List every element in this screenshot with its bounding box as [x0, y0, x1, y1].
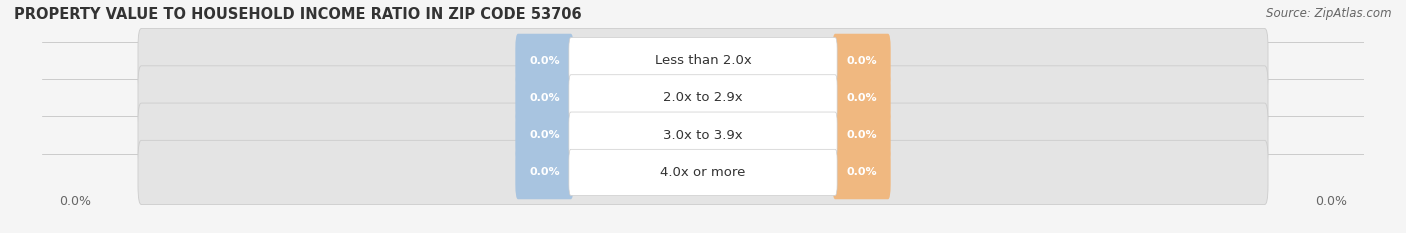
FancyBboxPatch shape — [138, 103, 1268, 167]
FancyBboxPatch shape — [138, 28, 1268, 93]
FancyBboxPatch shape — [138, 140, 1268, 205]
FancyBboxPatch shape — [516, 34, 574, 87]
FancyBboxPatch shape — [569, 75, 837, 121]
FancyBboxPatch shape — [516, 71, 574, 125]
Text: PROPERTY VALUE TO HOUSEHOLD INCOME RATIO IN ZIP CODE 53706: PROPERTY VALUE TO HOUSEHOLD INCOME RATIO… — [14, 7, 582, 22]
FancyBboxPatch shape — [832, 71, 890, 125]
FancyBboxPatch shape — [569, 112, 837, 158]
FancyBboxPatch shape — [569, 38, 837, 84]
Text: 0.0%: 0.0% — [846, 130, 877, 140]
Text: 0.0%: 0.0% — [529, 93, 560, 103]
FancyBboxPatch shape — [138, 66, 1268, 130]
FancyBboxPatch shape — [569, 149, 837, 195]
Text: 0.0%: 0.0% — [846, 56, 877, 65]
FancyBboxPatch shape — [832, 108, 890, 162]
FancyBboxPatch shape — [516, 146, 574, 199]
FancyBboxPatch shape — [832, 34, 890, 87]
Text: 0.0%: 0.0% — [846, 168, 877, 177]
Text: 4.0x or more: 4.0x or more — [661, 166, 745, 179]
Text: 0.0%: 0.0% — [529, 56, 560, 65]
Text: 2.0x to 2.9x: 2.0x to 2.9x — [664, 91, 742, 104]
FancyBboxPatch shape — [516, 108, 574, 162]
Text: 0.0%: 0.0% — [846, 93, 877, 103]
Text: 0.0%: 0.0% — [529, 168, 560, 177]
Text: 0.0%: 0.0% — [529, 130, 560, 140]
Text: 3.0x to 3.9x: 3.0x to 3.9x — [664, 129, 742, 142]
Text: Less than 2.0x: Less than 2.0x — [655, 54, 751, 67]
Text: Source: ZipAtlas.com: Source: ZipAtlas.com — [1267, 7, 1392, 20]
FancyBboxPatch shape — [832, 146, 890, 199]
